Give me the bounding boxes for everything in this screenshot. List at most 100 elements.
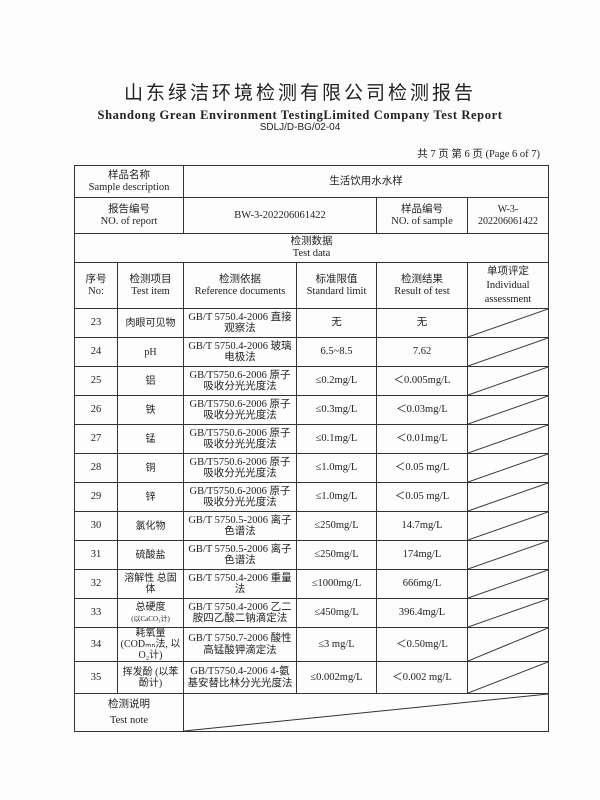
assessment-empty: [467, 569, 549, 599]
reference-doc: GB/T5750.6-2006 原子吸收分光光度法: [183, 395, 297, 425]
sample-desc-value: 生活饮用水水样: [183, 165, 549, 198]
reference-doc: GB/T5750.4-2006 4-氨基安替比林分光光度法: [183, 661, 297, 694]
standard-limit: ≤250mg/L: [296, 540, 377, 570]
assessment-empty: [467, 424, 549, 454]
assessment-empty: [467, 366, 549, 396]
table-row: 35 挥发酚 (以苯酚计) GB/T5750.4-2006 4-氨基安替比林分光…: [74, 661, 549, 694]
assessment-empty: [467, 395, 549, 425]
test-item: 铜: [117, 453, 184, 483]
row-no: 27: [74, 424, 118, 454]
reference-doc: GB/T 5750.4-2006 乙二胺四乙酸二钠滴定法: [183, 598, 297, 628]
table-row: 28 铜 GB/T5750.6-2006 原子吸收分光光度法 ≤1.0mg/L …: [74, 453, 549, 483]
test-note-label: 检测说明 Test note: [74, 693, 184, 732]
assessment-empty: [467, 337, 549, 367]
row-no: 30: [74, 511, 118, 541]
row-no: 32: [74, 569, 118, 599]
assessment-empty: [467, 540, 549, 570]
assessment-empty: [467, 308, 549, 338]
table-row: 27 锰 GB/T5750.6-2006 原子吸收分光光度法 ≤0.1mg/L …: [74, 424, 549, 454]
row-no: 35: [74, 661, 118, 694]
sample-no-value: W-3-202206061422: [467, 197, 549, 234]
column-header: 检测结果 Result of test: [376, 262, 468, 309]
reference-doc: GB/T5750.6-2006 原子吸收分光光度法: [183, 482, 297, 512]
test-result: ＜0.05 mg/L: [376, 482, 468, 512]
table-row: 32 溶解性 总固体 GB/T 5750.4-2006 重量法 ≤1000mg/…: [74, 569, 549, 599]
column-header: 序号 No:: [74, 262, 118, 309]
table-row: 26 铁 GB/T5750.6-2006 原子吸收分光光度法 ≤0.3mg/L …: [74, 395, 549, 425]
reference-doc: GB/T5750.6-2006 原子吸收分光光度法: [183, 424, 297, 454]
test-result: ＜0.03mg/L: [376, 395, 468, 425]
test-result: 396.4mg/L: [376, 598, 468, 628]
reference-doc: GB/T 5750.4-2006 重量法: [183, 569, 297, 599]
assessment-empty: [467, 511, 549, 541]
test-item: 挥发酚 (以苯酚计): [117, 661, 184, 694]
reference-doc: GB/T 5750.4-2006 玻璃电极法: [183, 337, 297, 367]
test-result: ＜0.01mg/L: [376, 424, 468, 454]
table-row: 29 锌 GB/T5750.6-2006 原子吸收分光光度法 ≤1.0mg/L …: [74, 482, 549, 512]
test-result: ＜0.002 mg/L: [376, 661, 468, 694]
report-no-label: 报告编号 NO. of report: [74, 197, 184, 234]
report-no-value: BW-3-202206061422: [183, 197, 377, 234]
table-row: 23 肉眼可见物 GB/T 5750.4-2006 直接观察法 无 无: [74, 308, 549, 338]
test-item: 肉眼可见物: [117, 308, 184, 338]
title-cn: 山东绿洁环境检测有限公司检测报告: [123, 82, 476, 104]
row-no: 23: [74, 308, 118, 338]
row-no: 28: [74, 453, 118, 483]
standard-limit: ≤0.1mg/L: [296, 424, 377, 454]
doc-code: SDLJ/D-BG/02-04: [259, 122, 341, 133]
test-result: 14.7mg/L: [376, 511, 468, 541]
table-row: 25 铝 GB/T5750.6-2006 原子吸收分光光度法 ≤0.2mg/L …: [74, 366, 549, 396]
test-item: 硫酸盐: [117, 540, 184, 570]
test-result: ＜0.05 mg/L: [376, 453, 468, 483]
assessment-empty: [467, 598, 549, 628]
standard-limit: 6.5~8.5: [296, 337, 377, 367]
reference-doc: GB/T 5750.7-2006 酸性高锰酸钾滴定法: [183, 627, 297, 662]
reference-doc: GB/T 5750.5-2006 离子色谱法: [183, 540, 297, 570]
test-item: 铁: [117, 395, 184, 425]
assessment-empty: [467, 453, 549, 483]
test-item: 锌: [117, 482, 184, 512]
test-item: 锰: [117, 424, 184, 454]
title-en: Shandong Grean Environment TestingLimite…: [97, 108, 503, 122]
assessment-empty: [467, 627, 549, 662]
table-row: 24 pH GB/T 5750.4-2006 玻璃电极法 6.5~8.5 7.6…: [74, 337, 549, 367]
standard-limit: ≤0.2mg/L: [296, 366, 377, 396]
row-no: 34: [74, 627, 118, 662]
report-table: 样品名称 Sample description 生活饮用水水样 报告编号 NO. o…: [74, 165, 549, 732]
test-result: 无: [376, 308, 468, 338]
row-no: 31: [74, 540, 118, 570]
standard-limit: ≤1.0mg/L: [296, 453, 377, 483]
test-item: 耗氧量 (CODₘₙ法, 以O₂计): [117, 627, 184, 662]
standard-limit: ≤1.0mg/L: [296, 482, 377, 512]
page-info: 共 7 页 第 6 页 (Page 6 of 7): [417, 149, 540, 160]
test-result: 666mg/L: [376, 569, 468, 599]
standard-limit: ≤3 mg/L: [296, 627, 377, 662]
table-row: 31 硫酸盐 GB/T 5750.5-2006 离子色谱法 ≤250mg/L 1…: [74, 540, 549, 570]
reference-doc: GB/T 5750.5-2006 离子色谱法: [183, 511, 297, 541]
standard-limit: ≤1000mg/L: [296, 569, 377, 599]
row-no: 33: [74, 598, 118, 628]
column-header: 检测项目 Test item: [117, 262, 184, 309]
row-no: 29: [74, 482, 118, 512]
reference-doc: GB/T5750.6-2006 原子吸收分光光度法: [183, 453, 297, 483]
standard-limit: ≤0.002mg/L: [296, 661, 377, 694]
section-title: 检测数据 Test data: [74, 233, 549, 263]
row-no: 25: [74, 366, 118, 396]
standard-limit: 无: [296, 308, 377, 338]
standard-limit: ≤450mg/L: [296, 598, 377, 628]
row-no: 26: [74, 395, 118, 425]
table-row: 34 耗氧量 (CODₘₙ法, 以O₂计) GB/T 5750.7-2006 酸…: [74, 627, 549, 662]
assessment-empty: [467, 661, 549, 694]
test-note-value: [183, 693, 549, 732]
test-item: pH: [117, 337, 184, 367]
test-item: 溶解性 总固体: [117, 569, 184, 599]
column-header: 检测依据 Reference documents: [183, 262, 297, 309]
standard-limit: ≤250mg/L: [296, 511, 377, 541]
column-header: 标准限值 Standard limit: [296, 262, 377, 309]
test-result: 7.62: [376, 337, 468, 367]
test-result: ＜0.50mg/L: [376, 627, 468, 662]
row-no: 24: [74, 337, 118, 367]
test-item: 铝: [117, 366, 184, 396]
sample-desc-label: 样品名称 Sample description: [74, 165, 184, 198]
